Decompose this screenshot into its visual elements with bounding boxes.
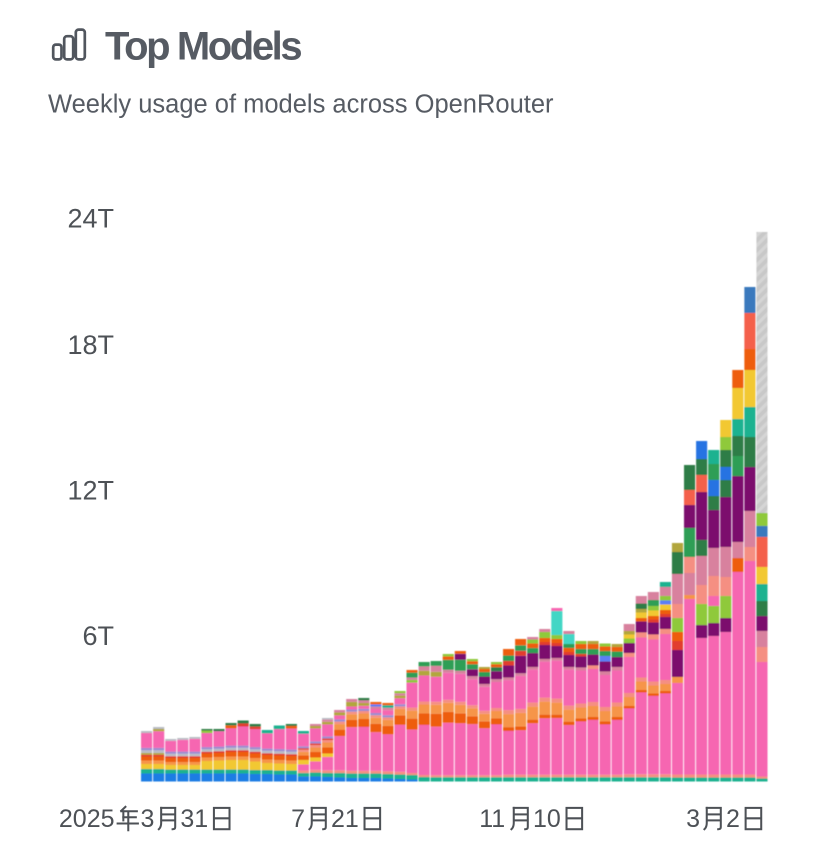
svg-text:Top Models: Top Models	[105, 25, 301, 69]
svg-text:3: 3	[686, 805, 700, 833]
svg-text:3: 3	[141, 805, 155, 833]
svg-text:10: 10	[533, 805, 561, 833]
svg-text:24T: 24T	[67, 204, 114, 234]
svg-text:18T: 18T	[67, 330, 114, 360]
svg-text:6T: 6T	[82, 621, 114, 651]
svg-text:2: 2	[726, 805, 740, 833]
svg-text:2025: 2025	[59, 805, 115, 833]
svg-text:21: 21	[331, 805, 359, 833]
svg-text:12T: 12T	[67, 476, 114, 506]
svg-text:11: 11	[479, 805, 505, 833]
svg-text:7: 7	[291, 805, 305, 833]
svg-text:Weekly usage of models across: Weekly usage of models across OpenRouter	[48, 91, 554, 119]
svg-text:31: 31	[180, 805, 208, 833]
